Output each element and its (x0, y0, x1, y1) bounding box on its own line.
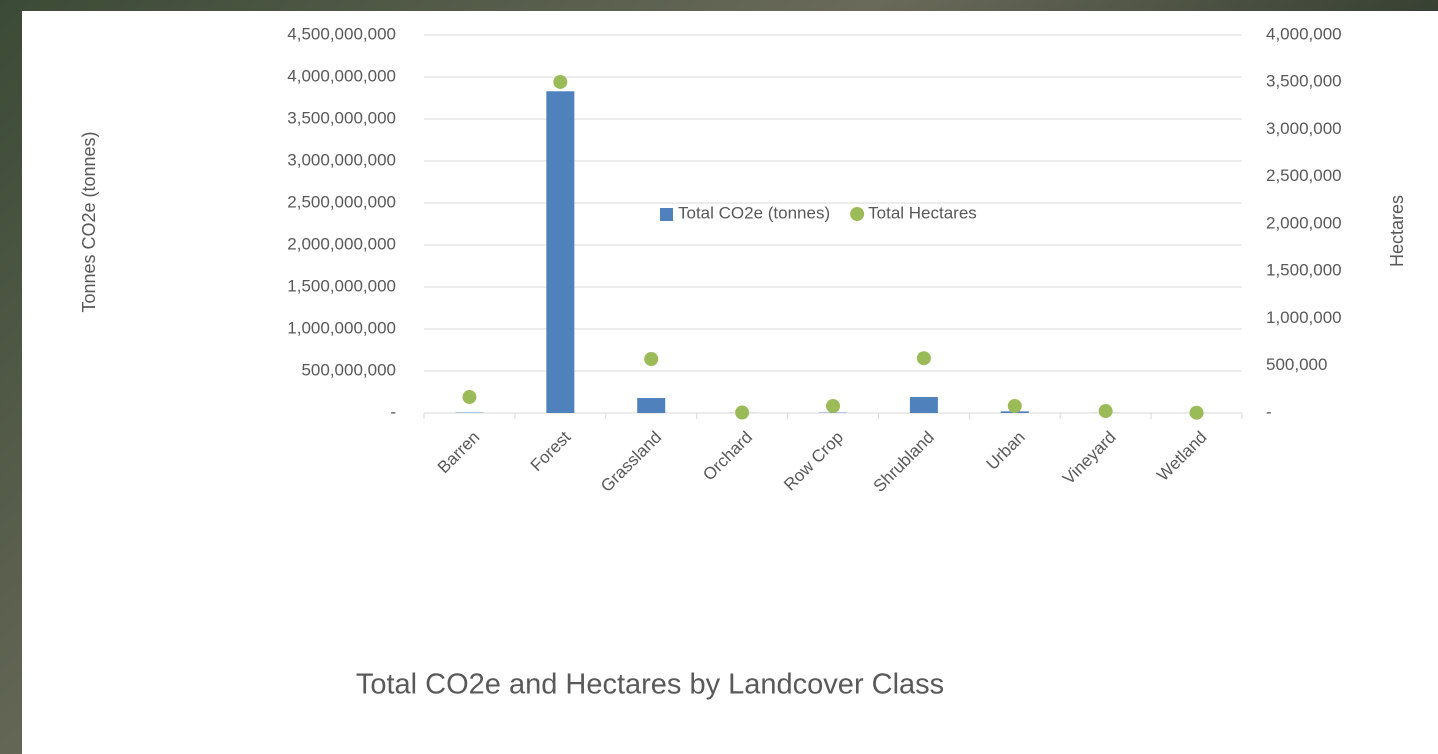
legend-swatch (660, 208, 673, 221)
y-tick-label: 1,500,000,000 (287, 276, 396, 295)
point (735, 406, 749, 420)
point (644, 352, 658, 366)
point (553, 75, 567, 89)
y-tick-label: 4,000,000,000 (287, 66, 396, 85)
y-axis-title: Tonnes CO2e (tonnes) (79, 131, 99, 312)
y2-tick-label: 4,000,000 (1266, 24, 1342, 43)
point (1008, 399, 1022, 413)
y2-tick-label: 1,500,000 (1266, 261, 1342, 280)
y2-tick-label: 3,500,000 (1266, 72, 1342, 91)
y-tick-label: 2,500,000,000 (287, 192, 396, 211)
y2-tick-label: - (1266, 402, 1272, 421)
point (1190, 406, 1204, 420)
y-tick-label: 4,500,000,000 (287, 24, 396, 43)
bar (910, 397, 938, 413)
y-tick-label: 2,000,000,000 (287, 234, 396, 253)
bar (637, 398, 665, 413)
y-tick-label: 3,000,000,000 (287, 150, 396, 169)
y2-tick-label: 500,000 (1266, 355, 1327, 374)
chart: Total CO2e and Hectares by Landcover Cla… (0, 0, 1438, 754)
y2-tick-label: 1,000,000 (1266, 308, 1342, 327)
point (1099, 404, 1113, 418)
point (826, 399, 840, 413)
y-tick-label: 500,000,000 (301, 360, 396, 379)
legend-swatch (850, 207, 864, 221)
y-tick-label: 3,500,000,000 (287, 108, 396, 127)
chart-title: Total CO2e and Hectares by Landcover Cla… (356, 669, 944, 701)
point (462, 390, 476, 404)
y-tick-label: 1,000,000,000 (287, 318, 396, 337)
bar (546, 91, 574, 413)
chart-panel (22, 11, 1438, 754)
y2-tick-label: 2,000,000 (1266, 213, 1342, 232)
y2-tick-label: 2,500,000 (1266, 166, 1342, 185)
y2-axis-title: Hectares (1387, 195, 1407, 267)
page: Total CO2e and Hectares by Landcover Cla… (0, 0, 1438, 754)
point (917, 351, 931, 365)
y2-tick-label: 3,000,000 (1266, 119, 1342, 138)
legend-label: Total CO2e (tonnes) (678, 203, 830, 222)
y-tick-label: - (390, 402, 396, 421)
legend-label: Total Hectares (868, 203, 977, 222)
